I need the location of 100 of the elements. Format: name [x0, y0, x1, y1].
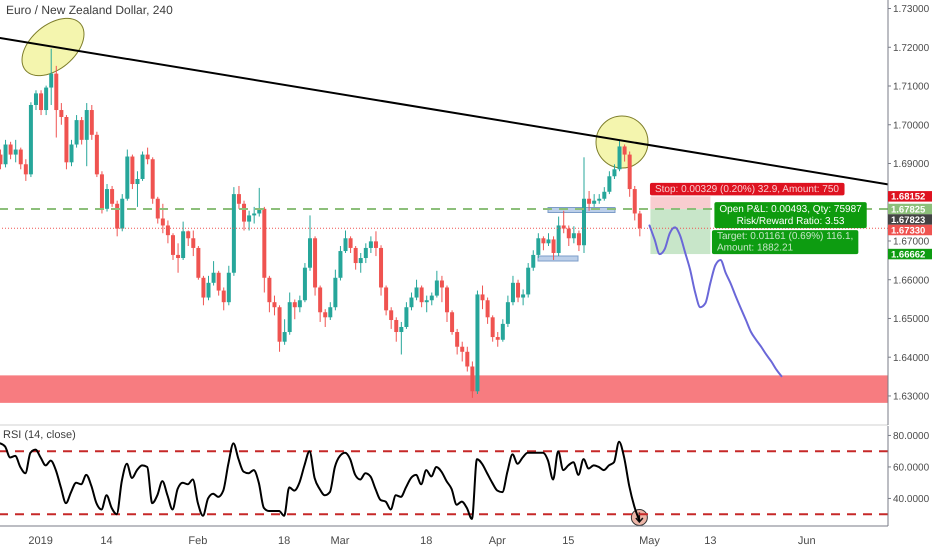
- candlestick: [552, 236, 556, 260]
- chart-title: Euro / New Zealand Dollar, 240: [6, 3, 174, 17]
- x-tick-label: Mar: [330, 534, 350, 547]
- text: 1.67823: [891, 214, 926, 226]
- candlestick: [298, 295, 302, 313]
- candlestick: [409, 292, 414, 311]
- candlestick: [110, 185, 114, 208]
- chart-title: RSI (14, close): [3, 429, 76, 441]
- candlestick: [430, 292, 434, 306]
- candlestick: [434, 270, 439, 298]
- candlestick: [156, 196, 160, 224]
- candlestick: [516, 279, 520, 303]
- candlestick: [292, 298, 297, 320]
- candlestick: [612, 164, 616, 180]
- candlestick: [212, 260, 216, 286]
- candlestick: [282, 318, 287, 346]
- candlestick: [176, 242, 180, 274]
- candlestick: [323, 308, 328, 328]
- candlestick: [389, 306, 394, 330]
- y-tick-label: 1.71000: [893, 82, 930, 93]
- candlestick: [80, 116, 84, 146]
- candlestick: [399, 321, 404, 355]
- candlestick: [536, 232, 540, 259]
- x-tick-label: 14: [100, 534, 113, 547]
- candlestick: [252, 206, 256, 224]
- candlestick: [24, 158, 28, 182]
- y-tick-label: 1.64000: [893, 352, 930, 364]
- candlestick: [587, 190, 592, 212]
- candlestick: [607, 170, 612, 195]
- candlestick: [146, 147, 150, 165]
- candlestick: [440, 275, 444, 303]
- candlestick: [358, 252, 363, 274]
- candlestick: [602, 186, 606, 202]
- candlestick: [206, 275, 211, 301]
- candlestick: [105, 184, 110, 212]
- y-tick-label: 1.63000: [893, 391, 930, 402]
- series-label: Stop: 0.00329 (0.20%) 32.9, Amount: 750: [654, 184, 840, 195]
- candlestick: [546, 232, 550, 247]
- y-tick-label: 1.65000: [893, 314, 930, 326]
- ref-line-label: 1.67825: [891, 204, 926, 216]
- y-tick-label: 1.67000: [893, 236, 930, 248]
- candlestick: [480, 285, 485, 310]
- candlestick: [541, 236, 546, 251]
- y-tick-label: 1.73000: [893, 4, 930, 16]
- candlestick: [450, 310, 454, 336]
- candlestick: [70, 139, 74, 167]
- annotation: Open P&L: 0.00493, Qty: 75987 Risk/Reward Ratio: 3.53: [719, 204, 862, 228]
- candlestick: [34, 90, 38, 111]
- candlestick: [618, 139, 622, 172]
- x-tick-label: 13: [704, 534, 717, 547]
- candlestick: [170, 232, 175, 260]
- candlestick: [44, 85, 48, 116]
- y-tick-label: 1.69000: [893, 159, 930, 170]
- candlestick: [500, 318, 505, 342]
- candlestick: [191, 230, 196, 257]
- candlestick: [368, 236, 373, 254]
- candlestick: [460, 341, 464, 362]
- candlestick: [328, 302, 332, 321]
- candlestick: [455, 328, 460, 355]
- candlestick: [18, 147, 23, 170]
- x-tick-label: May: [639, 534, 660, 547]
- y-tick-label: 80.0000: [893, 431, 930, 442]
- candlestick: [384, 285, 388, 316]
- candlestick: [465, 346, 470, 372]
- candlestick: [236, 185, 241, 210]
- text: 1.66662: [891, 249, 926, 260]
- candlestick: [364, 242, 368, 264]
- y-tick-label: 60.0000: [893, 462, 930, 474]
- candlestick: [486, 297, 490, 324]
- candlestick: [39, 90, 44, 116]
- x-tick-label: Jun: [798, 534, 816, 547]
- candlestick: [354, 246, 358, 270]
- candlestick: [572, 226, 576, 244]
- candlestick: [216, 270, 221, 296]
- text: 1.68152: [891, 192, 926, 203]
- candlestick: [186, 230, 190, 247]
- series-label: Target: 0.01161 (0.69%) 116.1, Amount: 1882.21: [716, 231, 854, 254]
- candlestick: [592, 194, 596, 208]
- candlestick: [521, 288, 526, 306]
- candlestick: [490, 314, 495, 342]
- candlestick: [49, 48, 54, 106]
- candlestick: [344, 230, 348, 254]
- candlestick: [222, 286, 226, 311]
- ref-line-label: 1.67330: [891, 225, 926, 236]
- candlestick: [420, 285, 424, 308]
- candlestick: [414, 279, 419, 301]
- y-tick-label: 1.72000: [893, 42, 930, 54]
- candlestick: [531, 250, 536, 272]
- x-tick-label: Apr: [488, 534, 506, 547]
- candlestick: [496, 332, 500, 348]
- y-tick-label: 1.70000: [893, 120, 930, 132]
- y-tick-label: 40.0000: [893, 494, 930, 505]
- candlestick: [348, 236, 353, 254]
- candlestick: [4, 139, 8, 168]
- candlestick: [374, 230, 378, 257]
- candlestick: [8, 141, 13, 160]
- candlestick: [135, 170, 140, 208]
- candlestick: [272, 295, 276, 316]
- candlestick: [404, 302, 408, 330]
- candlestick: [394, 316, 398, 342]
